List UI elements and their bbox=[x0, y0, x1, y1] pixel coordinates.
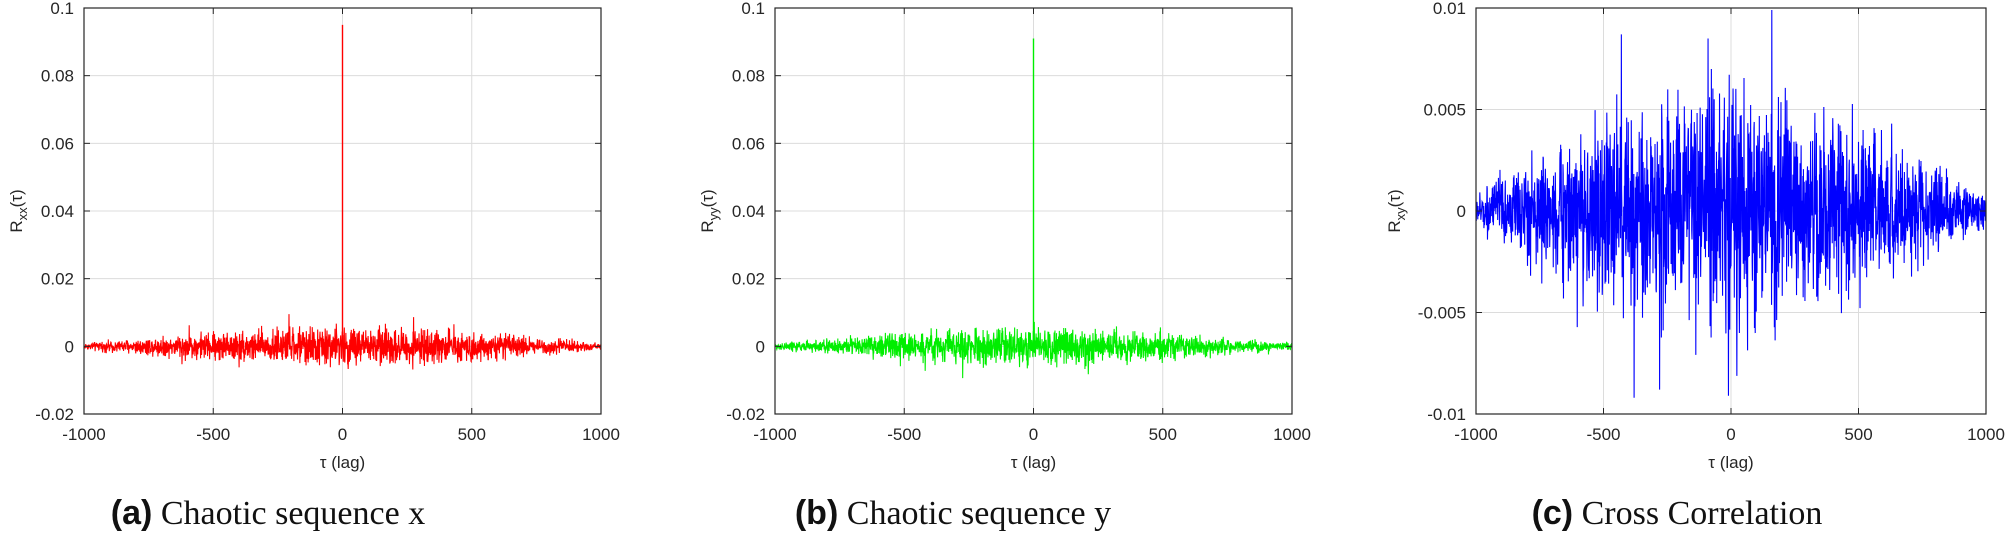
y-axis-label: Ryy(τ) bbox=[698, 189, 721, 232]
y-tick-label-5: 0.08 bbox=[732, 67, 765, 86]
x-tick-label-2: 0 bbox=[1726, 425, 1735, 444]
panel-c: -1000 -500 0 500 1000 -0.01 -0.005 0 0.005 0.01 τ … bbox=[1336, 0, 2005, 536]
y-tick-label-2: 0.02 bbox=[41, 270, 74, 289]
y-tick-label-5: 0.08 bbox=[41, 67, 74, 86]
y-tick-label-3: 0.04 bbox=[41, 202, 74, 221]
caption-a-tag: (a) bbox=[110, 494, 153, 532]
panel-a: -1000 -500 0 500 1000 -0.02 0 0.02 0.04 0.06 0.08 0… bbox=[0, 0, 668, 536]
y-tick-label-4: 0.01 bbox=[1433, 0, 1466, 18]
y-tick-label-0: -0.02 bbox=[35, 405, 74, 424]
caption-b-tag: (b) bbox=[794, 494, 839, 532]
caption-a: (a) Chaotic sequence x bbox=[111, 494, 425, 533]
x-tick-label-1: -500 bbox=[196, 425, 230, 444]
y-tick-label-3: 0.04 bbox=[732, 202, 765, 221]
x-tick-label-4: 1000 bbox=[1967, 425, 2005, 444]
x-tick-label-0: -1000 bbox=[753, 425, 796, 444]
x-tick-label-3: 500 bbox=[1844, 425, 1872, 444]
x-axis-label: τ (lag) bbox=[320, 453, 365, 472]
series-line bbox=[1475, 10, 1987, 398]
y-tick-label-4: 0.06 bbox=[41, 134, 74, 153]
caption-a-text: Chaotic sequence x bbox=[160, 495, 426, 532]
x-axis-label: τ (lag) bbox=[1708, 453, 1753, 472]
chart-rxy: -1000 -500 0 500 1000 -0.01 -0.005 0 0.005 0.01 τ … bbox=[1385, 0, 2005, 472]
caption-b-text: Chaotic sequence y bbox=[846, 495, 1112, 532]
y-tick-label-4: 0.06 bbox=[732, 134, 765, 153]
caption-b: (b) Chaotic sequence y bbox=[795, 494, 1111, 533]
y-tick-label-2: 0 bbox=[1457, 202, 1466, 221]
x-tick-label-4: 1000 bbox=[1273, 425, 1311, 444]
panel-b: -1000 -500 0 500 1000 -0.02 0 0.02 0.04 0.06 0.08 0… bbox=[668, 0, 1336, 536]
x-tick-label-2: 0 bbox=[338, 425, 347, 444]
caption-c: (c) Cross Correlation bbox=[1532, 494, 1823, 533]
y-tick-label-1: -0.005 bbox=[1418, 304, 1466, 323]
y-tick-label-0: -0.02 bbox=[726, 405, 765, 424]
y-tick-label-3: 0.005 bbox=[1423, 101, 1466, 120]
chart-ryy: -1000 -500 0 500 1000 -0.02 0 0.02 0.04 0.06 0.08 0… bbox=[698, 0, 1311, 472]
x-tick-label-3: 500 bbox=[458, 425, 486, 444]
y-tick-label-1: 0 bbox=[756, 337, 765, 356]
chart-rxx: -1000 -500 0 500 1000 -0.02 0 0.02 0.04 0.06 0.08 0… bbox=[7, 0, 620, 472]
x-tick-label-0: -1000 bbox=[1454, 425, 1497, 444]
y-tick-label-6: 0.1 bbox=[50, 0, 74, 18]
caption-c-tag: (c) bbox=[1531, 494, 1574, 532]
x-tick-label-2: 0 bbox=[1029, 425, 1038, 444]
y-tick-label-0: -0.01 bbox=[1427, 405, 1466, 424]
x-tick-label-4: 1000 bbox=[582, 425, 620, 444]
y-axis-label: Rxx(τ) bbox=[7, 189, 30, 232]
y-tick-label-2: 0.02 bbox=[732, 270, 765, 289]
x-axis-label: τ (lag) bbox=[1011, 453, 1056, 472]
x-tick-label-3: 500 bbox=[1149, 425, 1177, 444]
y-tick-label-6: 0.1 bbox=[741, 0, 765, 18]
x-tick-label-0: -1000 bbox=[62, 425, 105, 444]
x-tick-label-1: -500 bbox=[887, 425, 921, 444]
y-tick-label-1: 0 bbox=[65, 337, 74, 356]
x-tick-label-1: -500 bbox=[1586, 425, 1620, 444]
caption-c-text: Cross Correlation bbox=[1581, 495, 1823, 532]
y-axis-label: Rxy(τ) bbox=[1385, 189, 1408, 232]
